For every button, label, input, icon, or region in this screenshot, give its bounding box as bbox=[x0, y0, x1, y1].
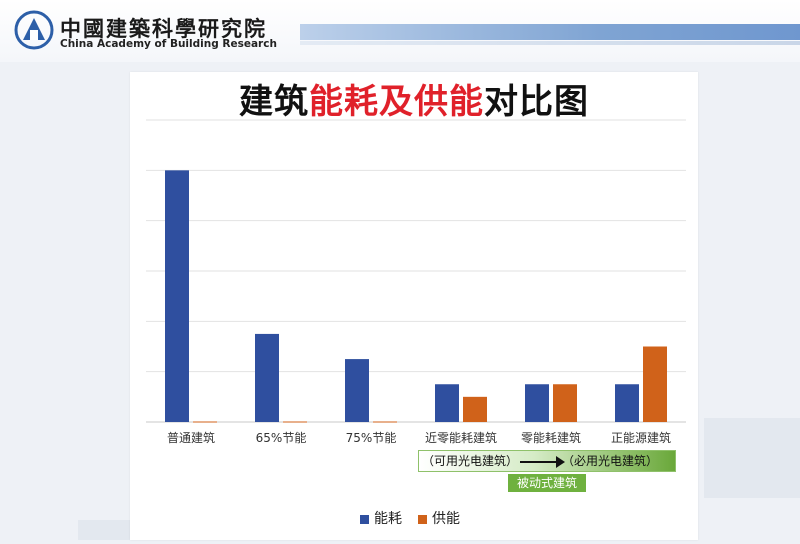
category-tick-label: 75%节能 bbox=[346, 431, 397, 445]
bar-energy bbox=[615, 384, 639, 422]
category-tick-label: 65%节能 bbox=[256, 431, 307, 445]
bar-energy bbox=[435, 384, 459, 422]
legend-swatch bbox=[360, 514, 369, 524]
category-tick-label: 零能耗建筑 bbox=[521, 430, 581, 445]
bar-supply bbox=[553, 384, 577, 422]
org-name-english: China Academy of Building Research bbox=[60, 38, 277, 50]
header-stripe bbox=[300, 24, 800, 40]
background-decoration bbox=[704, 418, 800, 498]
legend-item: 能耗 bbox=[360, 508, 402, 528]
title-part-highlight: 能耗及供能 bbox=[309, 82, 484, 122]
annotation-optional-pv: （可用光电建筑） bbox=[422, 454, 519, 468]
cabr-logo-icon bbox=[14, 10, 54, 50]
slide-title: 建筑能耗及供能对比图 bbox=[130, 74, 698, 123]
arrowhead-icon bbox=[556, 456, 565, 468]
category-tick-label: 普通建筑 bbox=[167, 430, 215, 445]
legend-label: 能耗 bbox=[374, 511, 402, 527]
bar-energy bbox=[165, 170, 189, 422]
legend-label: 供能 bbox=[432, 511, 460, 527]
passive-building-label: 被动式建筑 bbox=[508, 474, 586, 492]
bar-energy bbox=[345, 359, 369, 422]
bar-supply bbox=[193, 421, 217, 423]
chart-legend: 能耗 供能 bbox=[360, 508, 476, 528]
bar-supply bbox=[373, 421, 397, 423]
legend-swatch bbox=[418, 514, 427, 524]
header-stripe-shadow bbox=[300, 41, 800, 45]
bar-energy bbox=[255, 333, 279, 422]
bar-supply bbox=[643, 346, 667, 422]
bar-supply bbox=[463, 396, 487, 422]
legend-item: 供能 bbox=[418, 508, 460, 528]
category-tick-label: 近零能耗建筑 bbox=[425, 430, 497, 445]
background-decoration bbox=[78, 520, 130, 540]
bar-supply bbox=[283, 421, 307, 423]
arrow-icon bbox=[520, 461, 558, 463]
annotation-required-pv: （必用光电建筑） bbox=[562, 454, 659, 468]
category-tick-label: 正能源建筑 bbox=[611, 430, 671, 445]
bar-energy bbox=[525, 384, 549, 422]
title-part-plain: 对比图 bbox=[484, 82, 589, 122]
org-name-chinese: 中國建築科學研究院 bbox=[60, 16, 267, 41]
title-part-plain: 建筑 bbox=[239, 82, 309, 122]
